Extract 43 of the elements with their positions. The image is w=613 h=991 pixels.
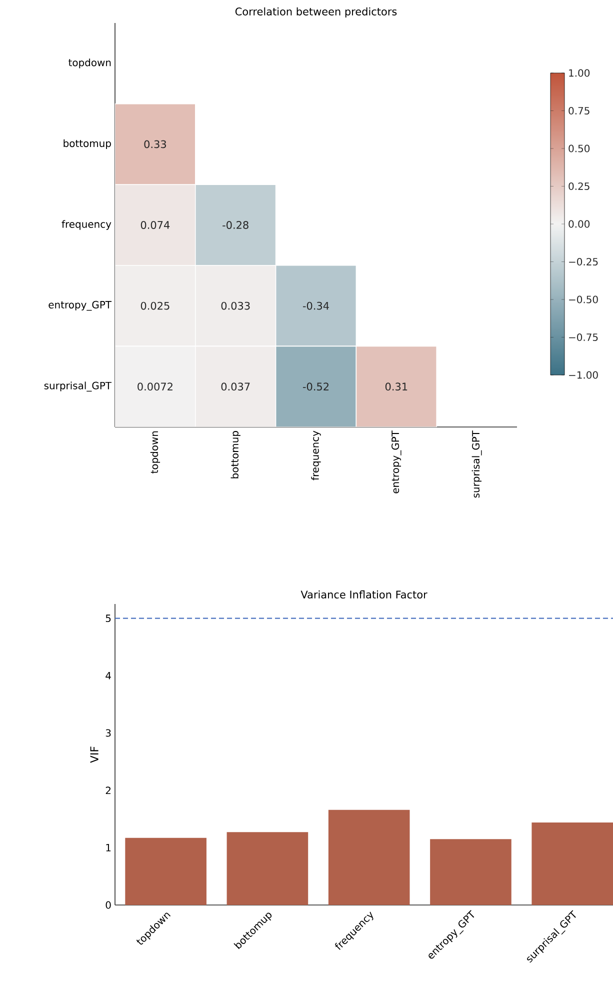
- color-bar-label: −0.75: [569, 333, 598, 342]
- bar: [226, 832, 308, 905]
- color-bar-label: 0.50: [568, 144, 590, 152]
- color-bar-label: 1.00: [569, 69, 590, 77]
- color-bar-label: −1.00: [569, 371, 598, 379]
- x-tick-label: bottomup: [230, 431, 240, 478]
- x-tick-label: surprisal_GPT: [472, 430, 482, 498]
- y-tick-label: 1: [106, 844, 111, 852]
- y-tick-label: 5: [106, 614, 111, 622]
- data-label: 0.033: [221, 302, 250, 310]
- bar: [430, 839, 512, 905]
- bar: [328, 810, 410, 905]
- y-tick-label: 3: [106, 729, 111, 737]
- y-axis-title: VIF: [90, 746, 98, 763]
- y-tick-label: surprisal_GPT: [44, 382, 112, 392]
- chart-title: Variance Inflation Factor: [300, 590, 428, 598]
- color-bar-label: 0.00: [568, 220, 590, 228]
- data-label: 0.0072: [138, 382, 172, 391]
- data-label: 0.33: [144, 140, 166, 148]
- y-tick-label: 4: [106, 672, 111, 680]
- data-label: 0.074: [140, 221, 170, 229]
- color-bar-label: −0.25: [569, 258, 598, 266]
- y-tick-label: bottomup: [64, 139, 111, 150]
- data-label: 0.025: [140, 302, 170, 310]
- color-bar-label: −0.50: [569, 296, 598, 304]
- x-tick-label: entropy_GPT: [392, 430, 402, 494]
- data-label: -0.28: [222, 221, 248, 229]
- x-tick-label: topdown: [150, 431, 160, 474]
- data-label: -0.34: [302, 302, 329, 310]
- y-tick-label: frequency: [62, 220, 112, 230]
- chart-title: Correlation between predictors: [235, 7, 397, 18]
- color-bar-label: 0.25: [568, 182, 590, 190]
- bar: [125, 838, 206, 905]
- bar: [532, 822, 613, 905]
- x-tick-label: frequency: [311, 430, 321, 480]
- y-tick-label: entropy_GPT: [48, 300, 112, 311]
- data-label: 0.31: [385, 382, 408, 391]
- data-label: -0.52: [302, 382, 328, 391]
- color-bar-label: 0.75: [568, 106, 590, 115]
- y-tick-label: topdown: [68, 58, 111, 68]
- y-tick-label: 2: [106, 786, 110, 794]
- data-label: 0.037: [221, 382, 250, 391]
- y-tick-label: 0: [106, 901, 111, 909]
